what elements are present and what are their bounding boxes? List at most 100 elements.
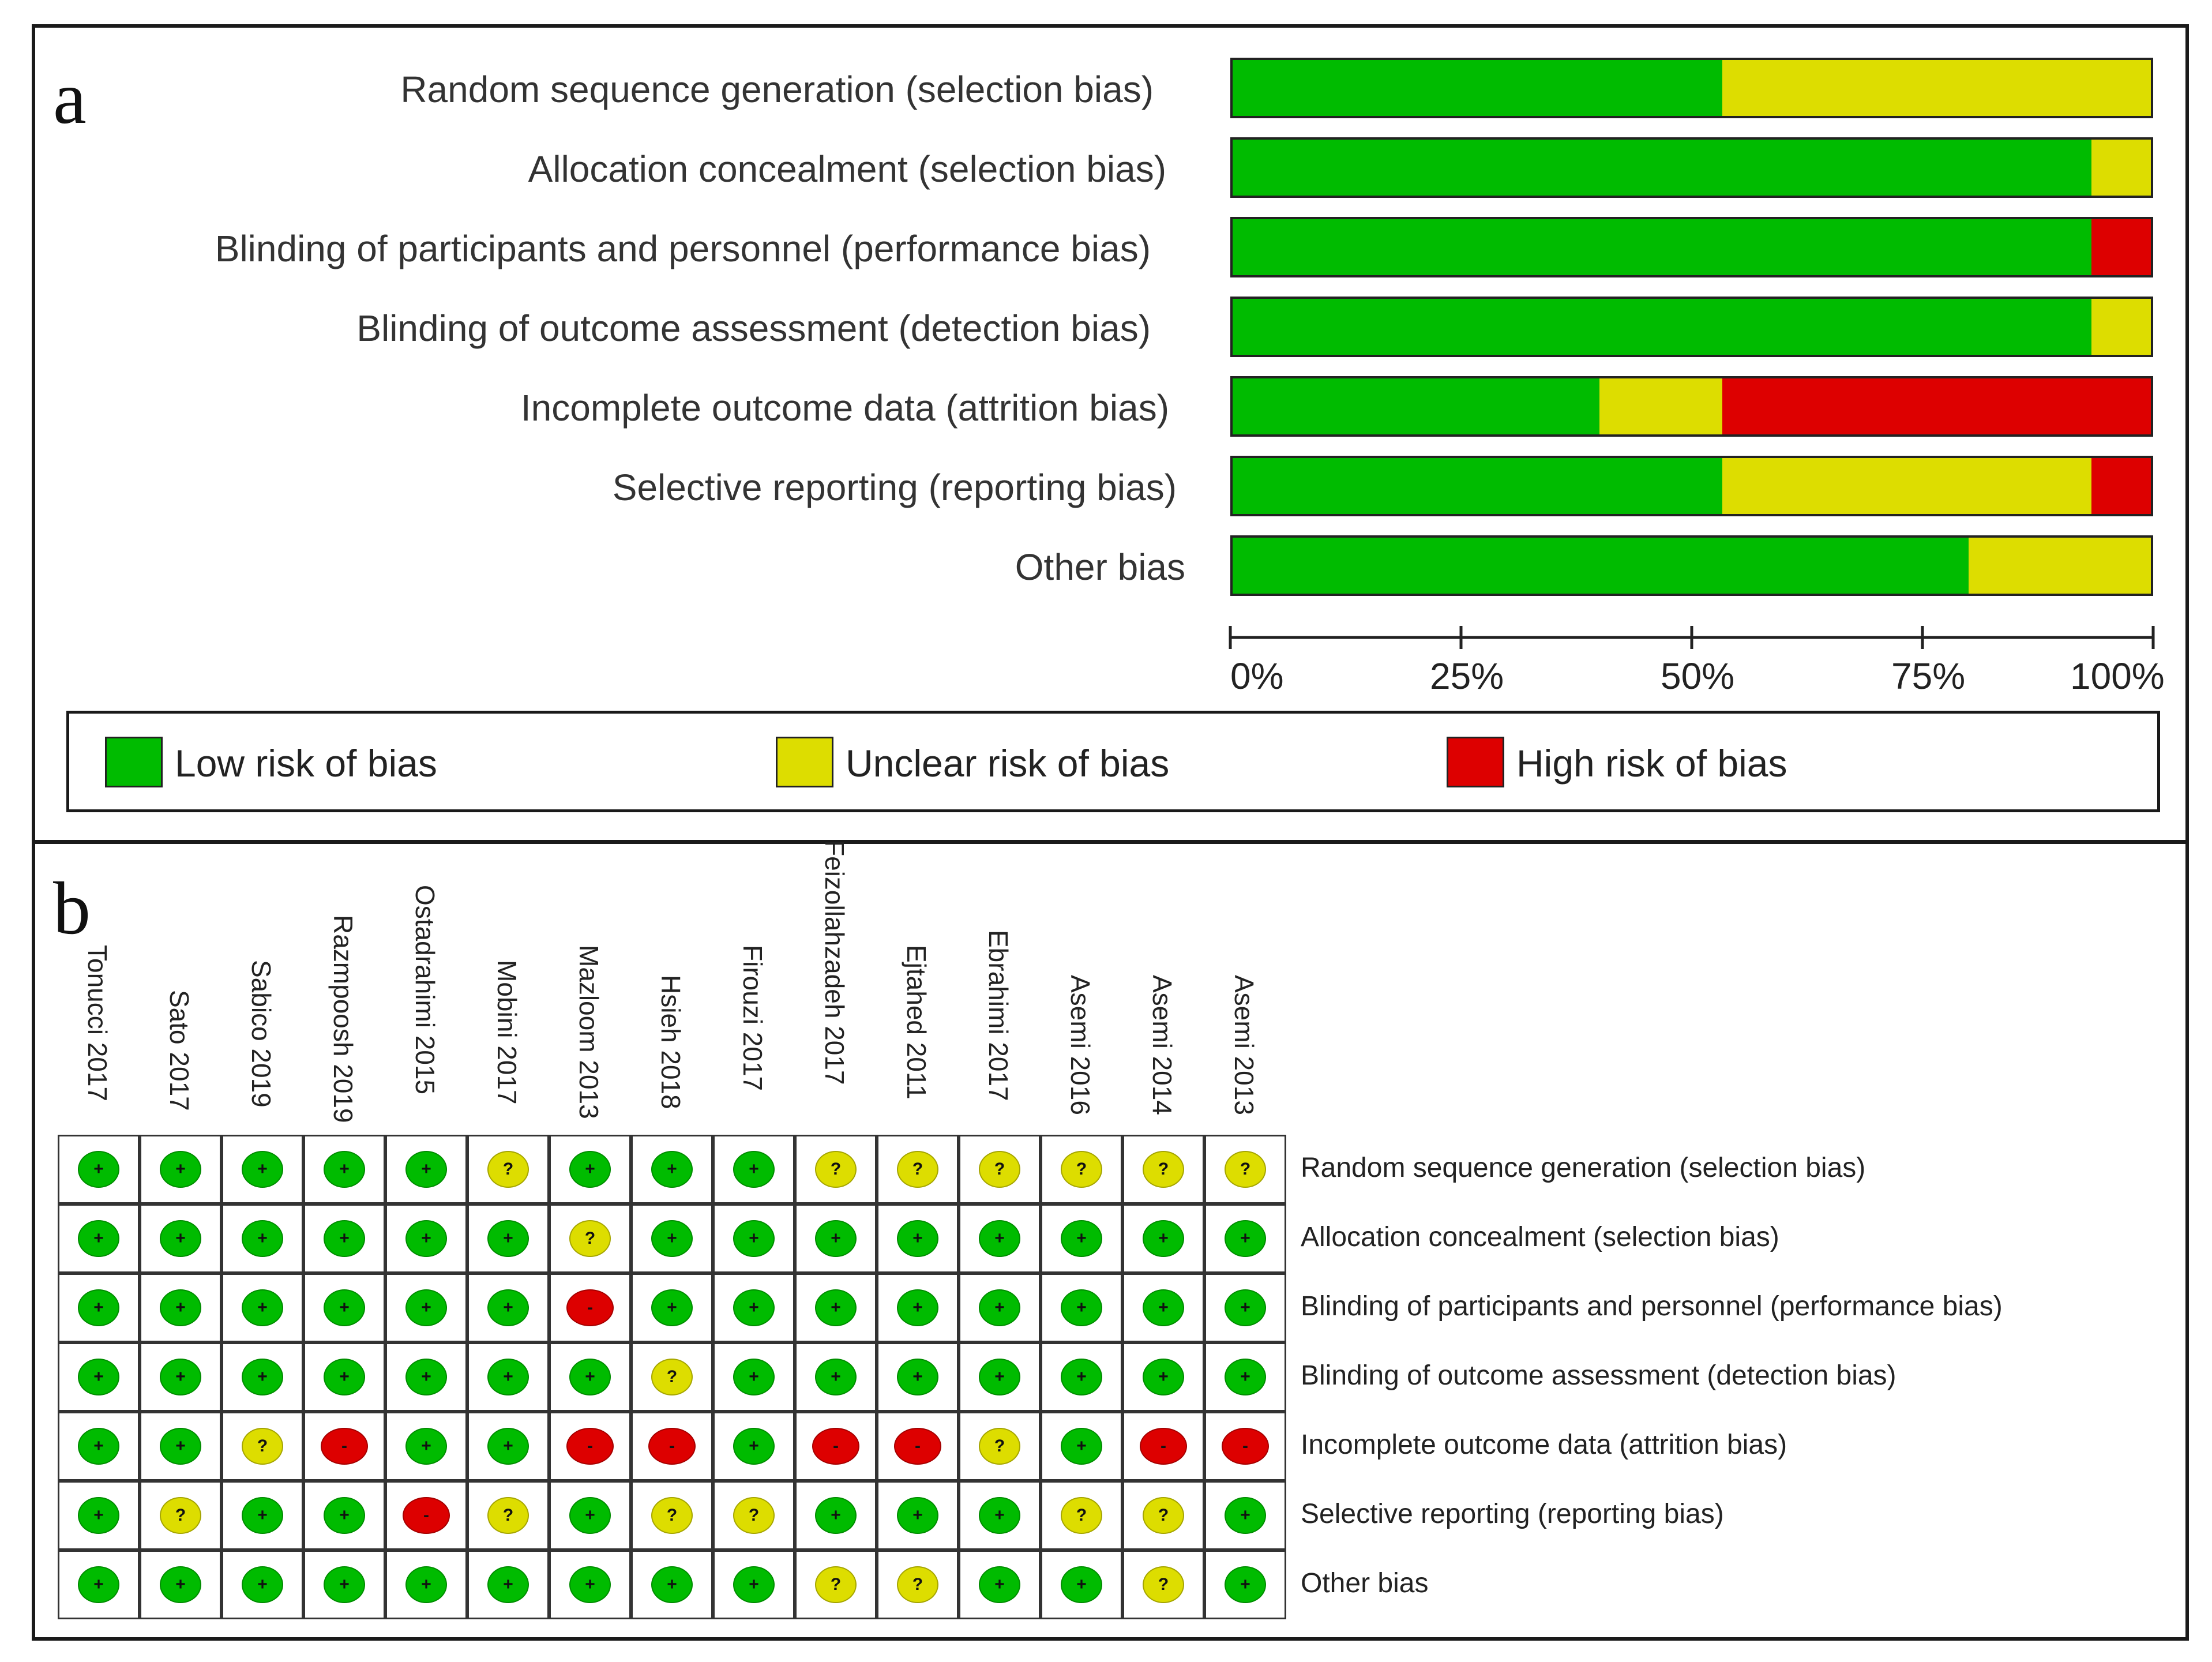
bar-segment-low: [1230, 217, 2091, 277]
x-tick-label: 100%: [2070, 655, 2165, 697]
grid-cell: [303, 1481, 385, 1550]
grid-cell: [877, 1204, 959, 1273]
study-label: Firouzi 2017: [738, 945, 768, 1091]
rating-dot: +: [487, 1359, 529, 1395]
grid-cell: [303, 1204, 385, 1273]
bias-domain-label: Allocation concealment (selection bias): [528, 148, 1166, 190]
x-axis: [1229, 626, 2155, 649]
grid-cell: [877, 1412, 959, 1481]
grid-cell: [467, 1135, 549, 1204]
rating-dot: +: [78, 1151, 119, 1188]
grid-cell: [1041, 1412, 1122, 1481]
grid-cell: [221, 1273, 303, 1342]
rating-dot: +: [1143, 1359, 1184, 1395]
rating-dot: +: [1061, 1220, 1102, 1257]
rating-dot: +: [160, 1428, 201, 1465]
grid-cell: [1041, 1550, 1122, 1619]
rating-dot: +: [160, 1359, 201, 1395]
rating-dot: ?: [733, 1497, 775, 1534]
grid-cell: [713, 1550, 795, 1619]
study-label: Sato 2017: [164, 990, 194, 1111]
grid-cell: [58, 1204, 140, 1273]
grid-cell: [140, 1135, 221, 1204]
grid-cell: [221, 1550, 303, 1619]
grid-cell: [631, 1273, 713, 1342]
rating-dot: -: [894, 1428, 941, 1465]
rating-dot: +: [733, 1428, 775, 1465]
grid-cell: [58, 1412, 140, 1481]
grid-cell: [1204, 1273, 1286, 1342]
rating-dot: +: [405, 1359, 447, 1395]
grid-cell: [140, 1204, 221, 1273]
grid-cell: [1041, 1481, 1122, 1550]
grid-cell: [385, 1204, 467, 1273]
grid-cell: [959, 1204, 1041, 1273]
grid-cell: [1122, 1204, 1204, 1273]
bar-outline: [1230, 217, 2153, 277]
rating-dot: +: [78, 1289, 119, 1326]
grid-cell: [140, 1342, 221, 1412]
rating-dot: ?: [242, 1428, 283, 1465]
rating-dot: ?: [160, 1497, 201, 1534]
bar-segment-unclear: [1722, 58, 2153, 118]
rating-dot: +: [405, 1566, 447, 1603]
bar-segment-high: [2091, 217, 2153, 277]
grid-cell: [795, 1342, 877, 1412]
rating-dot: +: [405, 1220, 447, 1257]
grid-cell: [1204, 1135, 1286, 1204]
rating-dot: +: [733, 1220, 775, 1257]
study-label: Tonucci 2017: [82, 945, 112, 1102]
legend-swatch-low: [105, 737, 163, 787]
grid-cell: [140, 1412, 221, 1481]
grid-cell: [631, 1550, 713, 1619]
grid-cell: [959, 1412, 1041, 1481]
rating-dot: +: [815, 1220, 857, 1257]
grid-cell: [140, 1481, 221, 1550]
grid-cell: [795, 1550, 877, 1619]
rating-dot: +: [324, 1289, 365, 1326]
domain-label: Allocation concealment (selection bias): [1301, 1222, 1779, 1252]
rating-dot: +: [1061, 1359, 1102, 1395]
rating-dot: +: [1225, 1497, 1266, 1534]
bar-outline: [1230, 535, 2153, 596]
grid-cell: [303, 1273, 385, 1342]
bar-outline: [1230, 58, 2153, 118]
grid-cell: [877, 1342, 959, 1412]
grid-cell: [140, 1550, 221, 1619]
rating-dot: -: [812, 1428, 859, 1465]
domain-label: Selective reporting (reporting bias): [1301, 1499, 1724, 1529]
grid-cell: [959, 1342, 1041, 1412]
bar-outline: [1230, 137, 2153, 198]
grid-cell: [467, 1481, 549, 1550]
grid-cell: [58, 1273, 140, 1342]
rating-dot: -: [566, 1428, 614, 1465]
rating-dot: +: [242, 1289, 283, 1326]
grid-cell: [959, 1481, 1041, 1550]
rating-dot: +: [651, 1289, 693, 1326]
rating-dot: ?: [979, 1151, 1020, 1188]
grid-cell: [467, 1204, 549, 1273]
grid-cell: [303, 1412, 385, 1481]
grid-cell: [1122, 1481, 1204, 1550]
grid-cell: [1041, 1273, 1122, 1342]
rating-dot: +: [1225, 1566, 1266, 1603]
grid-cell: [221, 1412, 303, 1481]
grid-cell: [713, 1342, 795, 1412]
grid-cell: [549, 1481, 631, 1550]
grid-cell: [221, 1342, 303, 1412]
rating-dot: ?: [815, 1151, 857, 1188]
bar-segment-unclear: [1969, 535, 2153, 596]
domain-label: Blinding of participants and personnel (…: [1301, 1291, 2003, 1322]
legend-swatch-unclear: [776, 737, 833, 787]
grid-cell: [1041, 1342, 1122, 1412]
rating-dot: +: [1225, 1359, 1266, 1395]
bar-segment-unclear: [2091, 137, 2153, 198]
bar-segment-high: [2091, 456, 2153, 516]
rating-dot: -: [566, 1289, 614, 1326]
grid-cell: [385, 1412, 467, 1481]
grid-cell: [1122, 1412, 1204, 1481]
rating-dot: +: [1143, 1289, 1184, 1326]
legend-label-low: Low risk of bias: [175, 742, 437, 785]
rating-dot: +: [979, 1289, 1020, 1326]
rating-dot: +: [1061, 1289, 1102, 1326]
